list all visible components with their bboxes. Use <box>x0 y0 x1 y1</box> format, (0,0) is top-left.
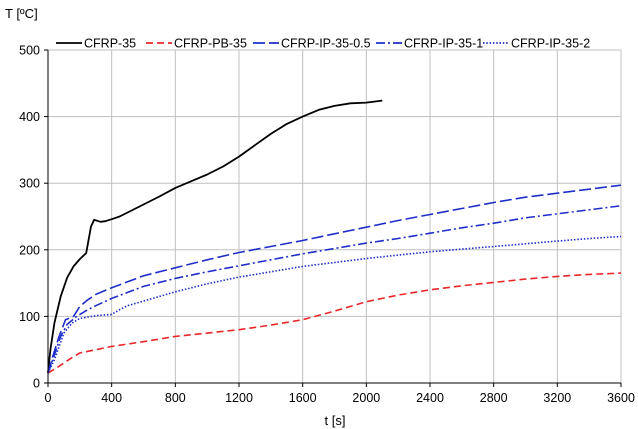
series-line-4 <box>47 205 622 374</box>
tick-labels: 0 400 800 1200 1600 2000 2400 2800 3200 3600 0 100 2… <box>19 44 635 406</box>
legend-label: CFRP-IP-35-1 <box>404 37 483 51</box>
grid <box>48 49 622 383</box>
y-axis-label: T [ºC] <box>5 6 38 21</box>
series-line-3 <box>47 184 622 374</box>
y-tick-label: 500 <box>19 44 40 58</box>
y-tick-label: 300 <box>19 177 40 191</box>
series-line-1 <box>47 99 383 374</box>
series-lines <box>47 99 622 374</box>
series-line-5 <box>47 235 622 374</box>
series-line-2 <box>47 272 622 374</box>
legend: CFRP-35 CFRP-PB-35 CFRP-IP-35-0.5 CFRP-IP-3… <box>56 37 590 51</box>
x-tick-label: 3200 <box>543 391 571 405</box>
legend-label: CFRP-IP-35-2 <box>511 37 590 51</box>
x-axis-label: t [s] <box>325 413 346 428</box>
legend-label: CFRP-PB-35 <box>174 37 247 51</box>
y-tick-label: 400 <box>19 110 40 124</box>
y-tick-label: 200 <box>19 243 40 257</box>
y-tick-label: 100 <box>19 310 40 324</box>
x-tick-label: 3600 <box>607 391 635 405</box>
x-tick-label: 0 <box>45 391 52 405</box>
x-tick-label: 2000 <box>352 391 380 405</box>
x-tick-label: 400 <box>101 391 122 405</box>
axes <box>44 49 622 387</box>
x-tick-label: 2400 <box>416 391 444 405</box>
x-tick-label: 1200 <box>225 391 253 405</box>
x-tick-label: 2800 <box>480 391 508 405</box>
y-tick-label: 0 <box>33 377 40 391</box>
legend-label: CFRP-35 <box>84 37 136 51</box>
legend-label: CFRP-IP-35-0.5 <box>281 37 371 51</box>
x-tick-label: 1600 <box>289 391 317 405</box>
x-tick-label: 800 <box>165 391 186 405</box>
